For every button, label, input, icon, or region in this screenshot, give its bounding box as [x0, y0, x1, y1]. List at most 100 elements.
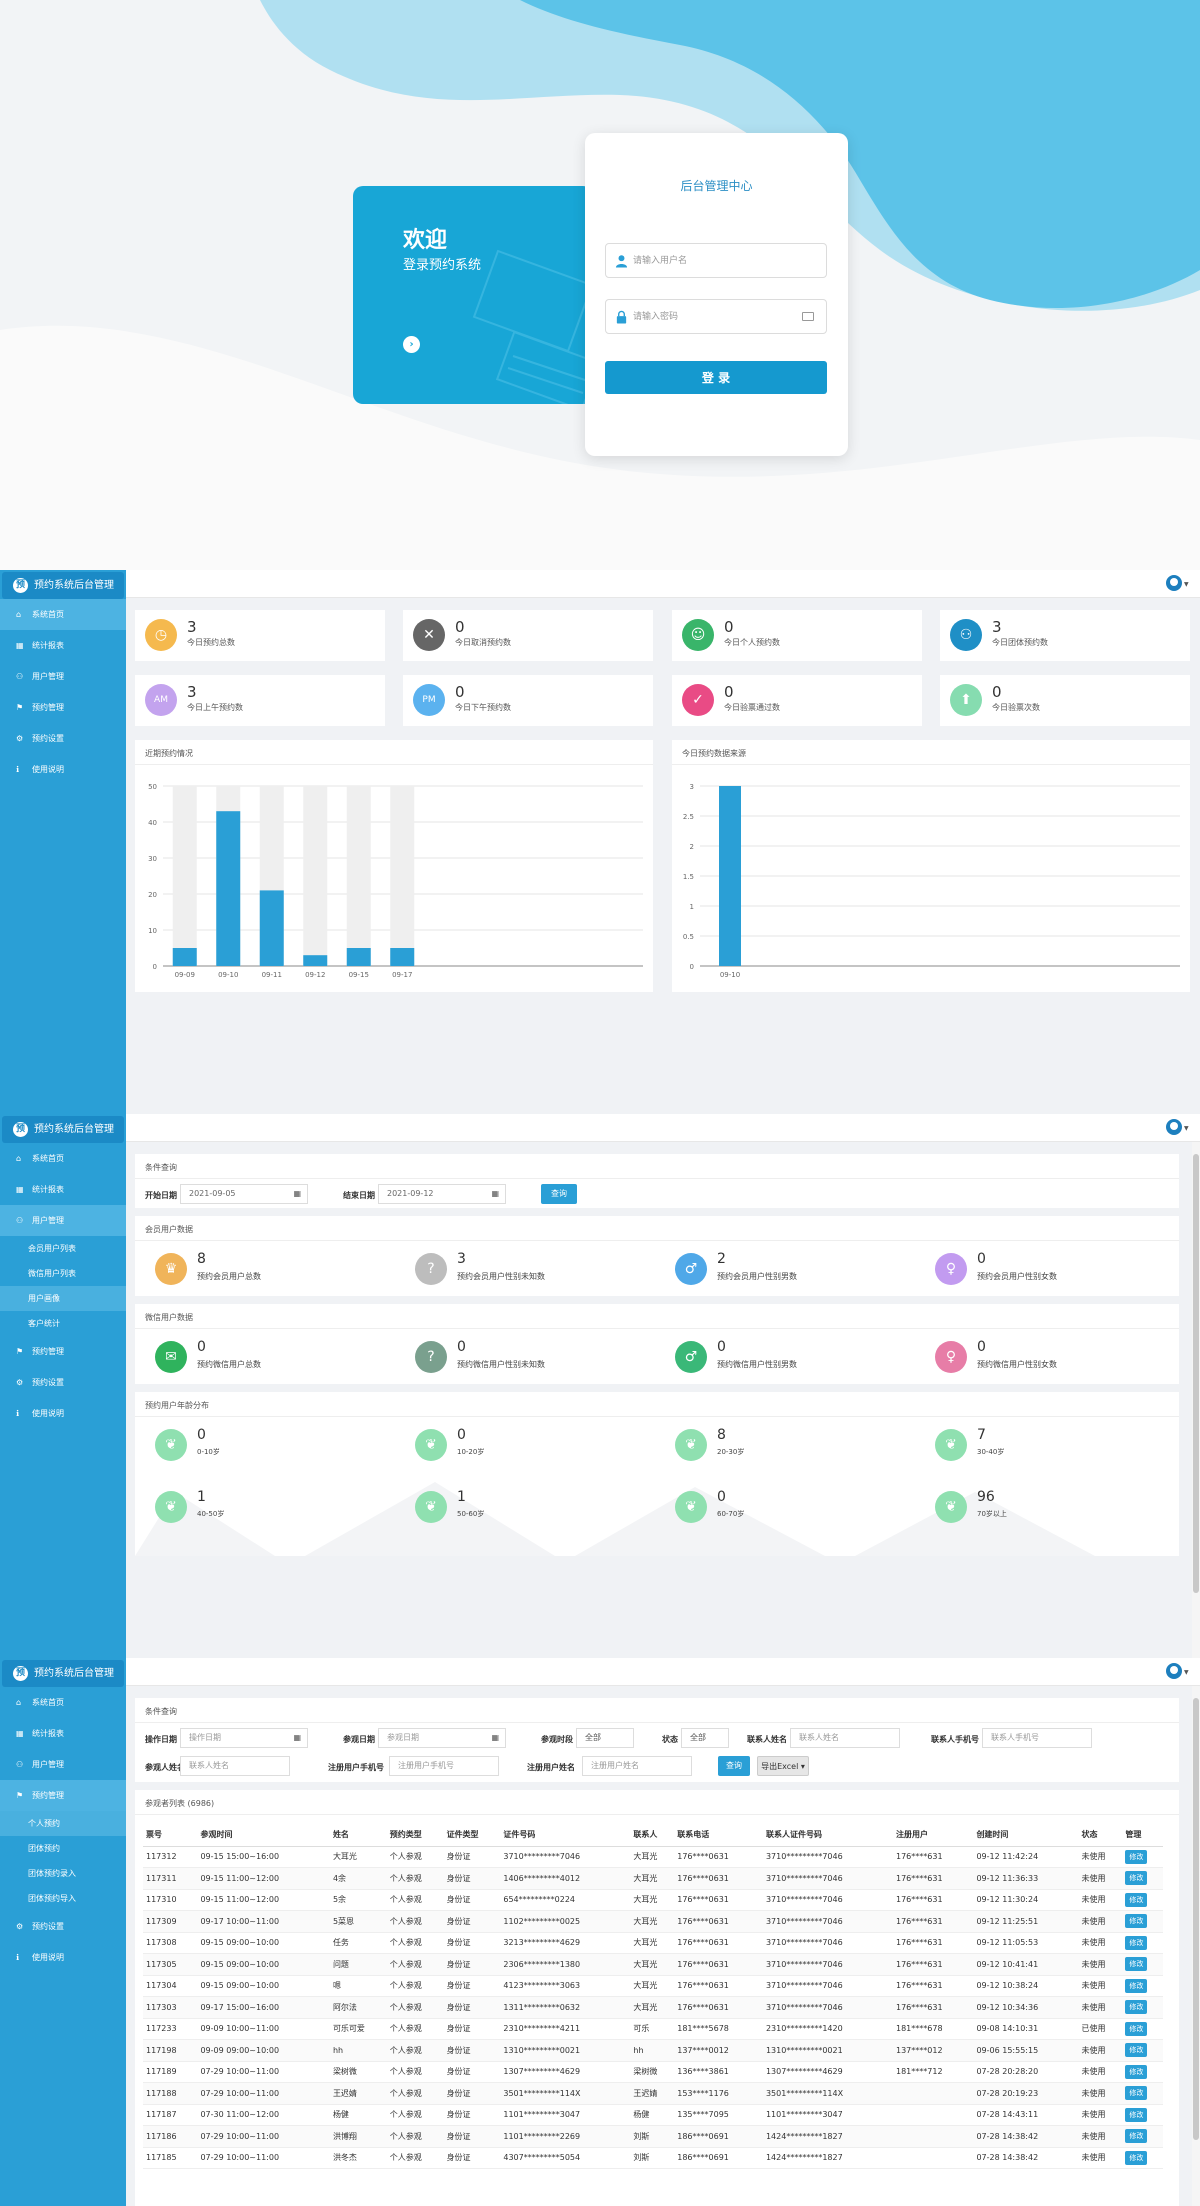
edit-button[interactable]: 修改	[1125, 1914, 1148, 1929]
sidebar-item-settings[interactable]: ⚙ 预约设置	[0, 1911, 126, 1942]
arrow-right-icon[interactable]: ›	[403, 336, 420, 353]
edit-button[interactable]: 修改	[1125, 1871, 1148, 1886]
column-header[interactable]: 联系电话	[674, 1824, 763, 1847]
edit-button[interactable]: 修改	[1125, 2107, 1148, 2122]
edit-button[interactable]: 修改	[1125, 1978, 1148, 1993]
sidebar-item-home[interactable]: ⌂ 系统首页	[0, 1687, 126, 1718]
bar[interactable]	[346, 948, 371, 966]
stat-label: 今日团体预约数	[992, 638, 1048, 647]
sidebar-item-users[interactable]: ⚇ 用户管理	[0, 661, 126, 692]
op-date-input[interactable]: 操作日期 ▦	[180, 1728, 308, 1748]
column-header[interactable]: 创建时间	[973, 1824, 1079, 1847]
visitor-name-input[interactable]: 联系人姓名	[180, 1756, 290, 1776]
calendar-icon: ▦	[293, 1733, 301, 1742]
table-cell: 个人参观	[386, 2061, 444, 2083]
edit-button[interactable]: 修改	[1125, 2150, 1148, 2165]
column-header[interactable]: 姓名	[329, 1824, 387, 1847]
bar[interactable]	[719, 786, 741, 966]
bar[interactable]	[303, 955, 328, 966]
sidebar-item-settings[interactable]: ⚙ 预约设置	[0, 723, 126, 754]
sidebar-item-booking[interactable]: ⚑ 预约管理	[0, 1336, 126, 1367]
sidebar-subitem[interactable]: 微信用户列表	[28, 1269, 76, 1278]
column-header[interactable]: 状态	[1078, 1824, 1123, 1847]
export-excel-button[interactable]: 导出Excel ▾	[757, 1756, 809, 1776]
column-header[interactable]: 证件号码	[500, 1824, 631, 1847]
column-header[interactable]: 联系人证件号码	[762, 1824, 893, 1847]
period-select[interactable]: 全部	[576, 1728, 634, 1748]
home-icon: ⌂	[16, 1698, 22, 1707]
sidebar-item-home[interactable]: ⌂ 系统首页	[0, 1143, 126, 1174]
scrollbar[interactable]	[1192, 1142, 1200, 1658]
edit-button[interactable]: 修改	[1125, 2043, 1148, 2058]
login-button[interactable]: 登 录	[605, 361, 827, 394]
column-header[interactable]: 票号	[143, 1824, 198, 1847]
column-header[interactable]: 联系人	[630, 1824, 675, 1847]
info-icon: ℹ	[16, 1409, 20, 1418]
sidebar-item-booking[interactable]: ⚑ 预约管理	[0, 1780, 126, 1811]
bar[interactable]	[172, 948, 197, 966]
password-field[interactable]	[605, 299, 827, 334]
reg-name-input[interactable]: 注册用户姓名	[582, 1756, 692, 1776]
query-button[interactable]: 查询	[541, 1184, 577, 1204]
edit-button[interactable]: 修改	[1125, 2064, 1148, 2079]
start-date-input[interactable]: 2021-09-05 ▦	[180, 1184, 308, 1204]
sidebar-subitem[interactable]: 团体预约录入	[28, 1869, 76, 1878]
column-header[interactable]: 管理	[1122, 1824, 1163, 1847]
sidebar-subitem[interactable]: 客户统计	[28, 1319, 60, 1328]
age-title: 预约用户年龄分布	[145, 1401, 209, 1410]
visitor-list-card: 参观者列表 (6986) 票号 参观时间 姓名 预约类型 证件类型 证件号码 联系人 联系电话…	[135, 1790, 1179, 2206]
column-header[interactable]: 参观时间	[197, 1824, 330, 1847]
contact-name-input[interactable]: 联系人姓名	[790, 1728, 900, 1748]
table-row: 117185 07-29 10:00~11:00 洪冬杰 个人参观 身份证 4307***…	[143, 2147, 1163, 2169]
sidebar-item-home[interactable]: ⌂ 系统首页	[0, 599, 126, 630]
sidebar-subitem[interactable]: 会员用户列表	[28, 1244, 76, 1253]
keyboard-icon[interactable]	[802, 312, 814, 321]
edit-button[interactable]: 修改	[1125, 1849, 1148, 1864]
bar[interactable]	[216, 811, 241, 966]
sidebar-subitem-active[interactable]: 个人预约	[0, 1811, 126, 1836]
edit-button[interactable]: 修改	[1125, 1957, 1148, 1972]
sidebar-item-booking[interactable]: ⚑ 预约管理	[0, 692, 126, 723]
edit-button[interactable]: 修改	[1125, 2086, 1148, 2101]
sidebar-item-stats[interactable]: ▦ 统计报表	[0, 1718, 126, 1749]
column-header[interactable]: 注册用户	[893, 1824, 974, 1847]
query-button[interactable]: 查询	[718, 1756, 750, 1776]
edit-button[interactable]: 修改	[1125, 1892, 1148, 1907]
sidebar-subitem[interactable]: 团体预约导入	[28, 1894, 76, 1903]
password-input[interactable]	[633, 308, 803, 326]
sidebar-item-settings[interactable]: ⚙ 预约设置	[0, 1367, 126, 1398]
user-icon: ☺	[682, 619, 714, 651]
edit-button[interactable]: 修改	[1125, 2021, 1148, 2036]
sidebar-item-users[interactable]: ⚇ 用户管理	[0, 1749, 126, 1780]
sidebar-brand: 预预约系统后台管理	[2, 572, 124, 599]
reg-phone-input[interactable]: 注册用户手机号	[389, 1756, 499, 1776]
sidebar-subitem[interactable]: 团体预约	[28, 1844, 60, 1853]
edit-button[interactable]: 修改	[1125, 2129, 1148, 2144]
sidebar-item-stats[interactable]: ▦ 统计报表	[0, 1174, 126, 1205]
visit-date-input[interactable]: 参观日期 ▦	[378, 1728, 506, 1748]
avatar[interactable]: ▼	[1166, 575, 1190, 591]
scrollbar[interactable]	[1192, 1686, 1200, 2206]
edit-button[interactable]: 修改	[1125, 1935, 1148, 1950]
end-date-input[interactable]: 2021-09-12 ▦	[378, 1184, 506, 1204]
sidebar-item-help[interactable]: ℹ 使用说明	[0, 1942, 126, 1973]
table-cell: 身份证	[443, 2061, 501, 2083]
column-header[interactable]: 证件类型	[443, 1824, 501, 1847]
avatar[interactable]: ▼	[1166, 1663, 1190, 1679]
column-header[interactable]: 预约类型	[386, 1824, 444, 1847]
sidebar-subitem-active[interactable]: 用户画像	[0, 1286, 126, 1311]
sidebar-item-users[interactable]: ⚇ 用户管理	[0, 1205, 126, 1236]
status-select[interactable]: 全部	[681, 1728, 729, 1748]
bar[interactable]	[390, 948, 415, 966]
sidebar-item-help[interactable]: ℹ 使用说明	[0, 754, 126, 785]
table-cell: 181****5678	[674, 2018, 763, 2040]
username-input[interactable]	[633, 252, 803, 270]
avatar[interactable]: ▼	[1166, 1119, 1190, 1135]
contact-phone-input[interactable]: 联系人手机号	[982, 1728, 1092, 1748]
sidebar-item-stats[interactable]: ▦ 统计报表	[0, 630, 126, 661]
username-field[interactable]	[605, 243, 827, 278]
edit-button[interactable]: 修改	[1125, 2000, 1148, 2015]
table-cell	[893, 2147, 974, 2169]
sidebar-item-help[interactable]: ℹ 使用说明	[0, 1398, 126, 1429]
bar[interactable]	[259, 890, 284, 966]
